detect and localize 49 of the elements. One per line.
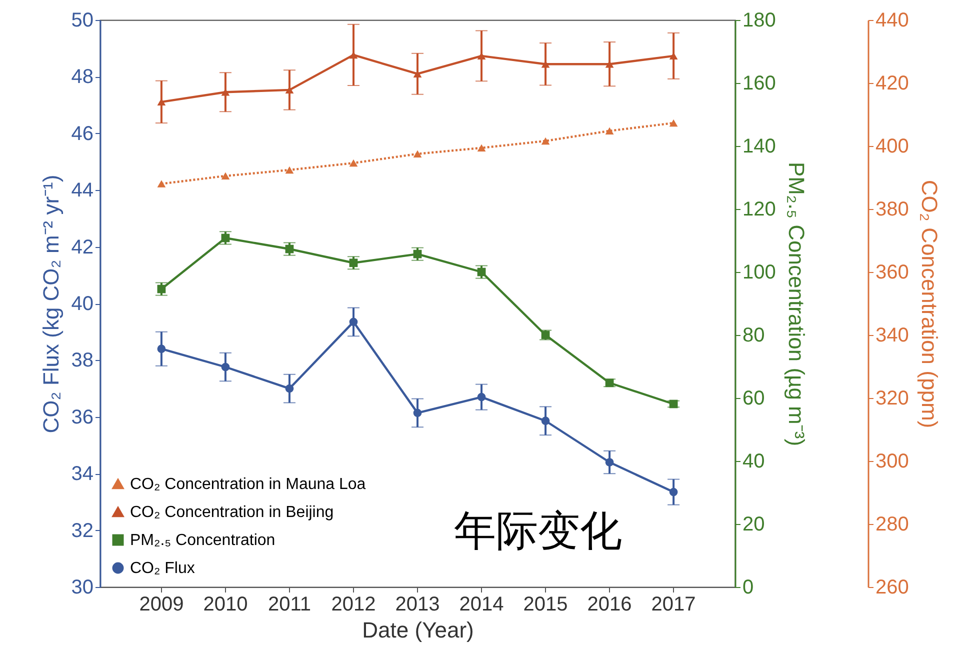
legend-label: CO₂ Concentration in Beijing xyxy=(130,504,334,521)
y-tick-label: 30 xyxy=(71,576,94,598)
y2-tick-label: 60 xyxy=(742,388,765,410)
y2-tick-label: 80 xyxy=(742,324,765,346)
y3-axis-title: CO₂ Concentration (ppm) xyxy=(916,180,942,428)
y3-tick-label: 400 xyxy=(876,136,909,158)
legend-label: PM₂.₅ Concentration xyxy=(130,532,276,549)
y3-tick-label: 340 xyxy=(876,324,909,346)
y-tick-label: 44 xyxy=(71,180,94,202)
y2-axis-title: PM₂.₅ Concentration (µg m⁻³) xyxy=(784,162,809,446)
y-axis-title: CO₂ Flux (kg CO₂ m⁻² yr⁻¹) xyxy=(38,174,64,434)
x-axis-title: Date (Year) xyxy=(362,618,474,642)
x-tick-label: 2015 xyxy=(523,594,568,616)
y2-tick-label: 20 xyxy=(742,514,765,536)
y3-tick-label: 360 xyxy=(876,262,909,284)
y3-tick-label: 260 xyxy=(876,576,909,598)
y3-tick-label: 280 xyxy=(876,514,909,536)
y-tick-label: 42 xyxy=(71,236,94,258)
x-tick-label: 2016 xyxy=(587,594,632,616)
y3-tick-label: 420 xyxy=(876,72,909,94)
y2-tick-label: 0 xyxy=(742,576,754,598)
y-tick-label: 48 xyxy=(71,66,94,88)
y-tick-label: 32 xyxy=(71,520,94,542)
y2-tick-label: 140 xyxy=(742,136,776,158)
y-tick-label: 36 xyxy=(71,406,94,428)
annotation: 年际变化 xyxy=(454,507,622,554)
y3-tick-label: 320 xyxy=(876,388,909,410)
y3-tick-label: 380 xyxy=(876,198,909,220)
x-tick-label: 2012 xyxy=(331,594,376,616)
y-tick-label: 46 xyxy=(71,122,94,145)
legend-label: CO₂ Concentration in Mauna Loa xyxy=(130,476,366,493)
legend-label: CO₂ Flux xyxy=(130,560,195,577)
y3-tick-label: 300 xyxy=(876,450,909,472)
x-tick-label: 2017 xyxy=(651,594,696,616)
x-tick-label: 2009 xyxy=(139,594,184,616)
x-tick-label: 2014 xyxy=(459,594,504,616)
y2-tick-label: 160 xyxy=(742,72,776,94)
x-tick-label: 2010 xyxy=(203,594,248,616)
y3-tick-label: 440 xyxy=(876,10,909,32)
y-tick-label: 50 xyxy=(71,10,94,32)
y-tick-label: 40 xyxy=(71,293,94,315)
y2-tick-label: 180 xyxy=(742,10,776,32)
y2-tick-label: 120 xyxy=(742,198,776,220)
x-tick-label: 2011 xyxy=(268,594,311,616)
y-tick-label: 38 xyxy=(71,350,94,372)
x-tick-label: 2013 xyxy=(395,594,440,616)
y-tick-label: 34 xyxy=(71,463,94,486)
y2-tick-label: 40 xyxy=(742,450,765,472)
y2-tick-label: 100 xyxy=(742,262,776,284)
